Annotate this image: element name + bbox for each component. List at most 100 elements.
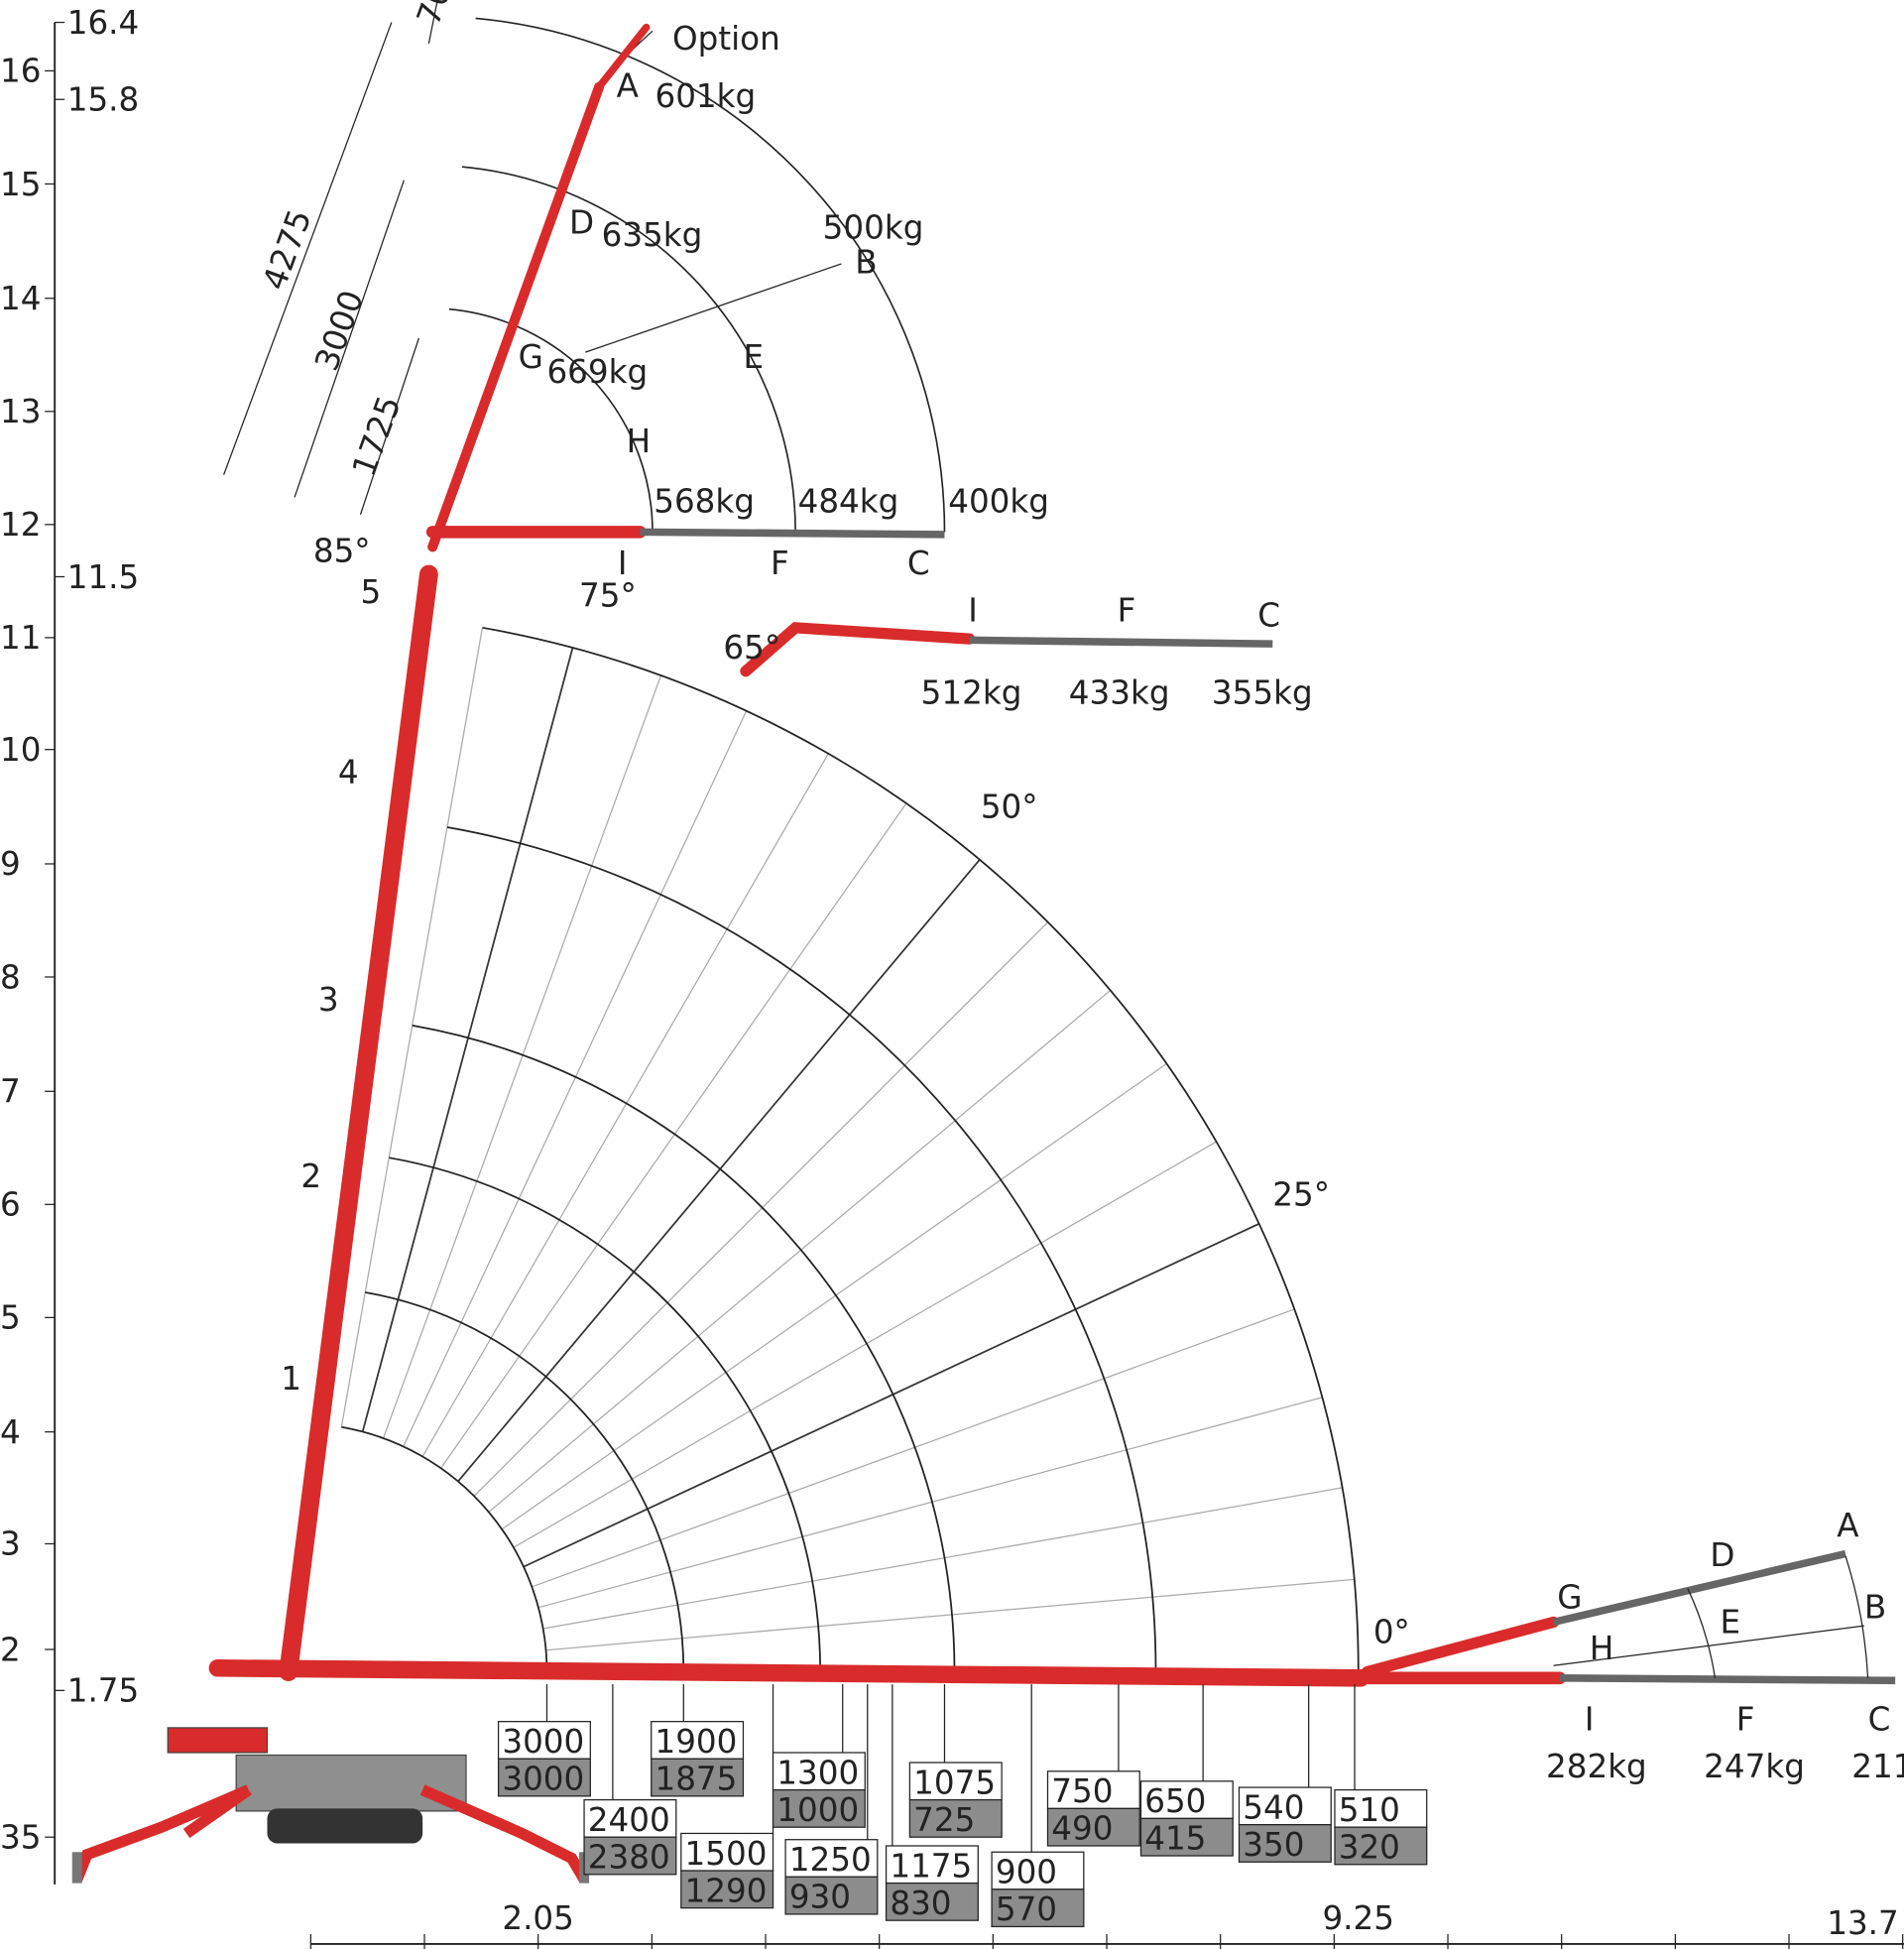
boom-section: 2 bbox=[300, 1157, 321, 1195]
radial-line bbox=[340, 627, 484, 1427]
label: D bbox=[569, 204, 594, 242]
label: E bbox=[1720, 1604, 1740, 1642]
y-axis-label: 13 bbox=[0, 393, 41, 430]
label: 512kg bbox=[921, 673, 1022, 711]
boom-section: 1 bbox=[281, 1360, 301, 1398]
label: 484kg bbox=[798, 482, 899, 520]
label: 635kg bbox=[602, 216, 703, 254]
label: A bbox=[617, 67, 640, 105]
label: I bbox=[968, 592, 978, 630]
load-bottom: 930 bbox=[789, 1879, 851, 1916]
radial-line bbox=[382, 674, 662, 1439]
radial-line bbox=[537, 1397, 1323, 1609]
boom bbox=[740, 622, 976, 677]
load-box-top bbox=[583, 1798, 677, 1838]
load-top: 900 bbox=[996, 1854, 1057, 1891]
load-box-bottom bbox=[583, 1836, 677, 1876]
y-axis-label: 2 bbox=[0, 1631, 21, 1668]
label: G bbox=[1557, 1579, 1582, 1617]
radial-line bbox=[513, 1141, 1217, 1548]
label: 400kg bbox=[948, 482, 1049, 520]
load-box-top bbox=[908, 1762, 1003, 1801]
crane-base bbox=[71, 1727, 590, 1884]
boom bbox=[427, 81, 605, 552]
label: Option bbox=[672, 20, 780, 58]
boom bbox=[595, 23, 651, 91]
label: F bbox=[1118, 592, 1136, 630]
label: H bbox=[1590, 1630, 1614, 1667]
dimension-line bbox=[427, 0, 438, 44]
boom bbox=[1361, 1616, 1560, 1678]
height-mark: 15.8 bbox=[67, 81, 140, 119]
label: 355kg bbox=[1212, 673, 1313, 711]
range-arc bbox=[389, 1157, 822, 1672]
load-box-top bbox=[784, 1839, 879, 1878]
label: I bbox=[1585, 1700, 1595, 1738]
load-bottom: 415 bbox=[1144, 1820, 1206, 1858]
range-arc bbox=[482, 626, 1360, 1672]
jib-extension bbox=[640, 528, 945, 539]
label: A bbox=[1837, 1507, 1859, 1544]
outrigger bbox=[419, 1784, 589, 1883]
outrigger-foot bbox=[71, 1852, 590, 1884]
chassis bbox=[235, 1754, 467, 1812]
dimension: 1725 bbox=[345, 391, 409, 481]
radial-line bbox=[440, 802, 907, 1469]
load-box-top bbox=[680, 1832, 774, 1872]
jib-radial bbox=[1553, 1625, 1864, 1666]
radial-line bbox=[488, 989, 1112, 1513]
label: C bbox=[1868, 1700, 1891, 1738]
dimension: 4275 bbox=[256, 204, 319, 295]
jib-extension bbox=[1552, 1549, 1846, 1627]
y-axis-label: 3 bbox=[0, 1525, 21, 1563]
tracks bbox=[267, 1808, 423, 1844]
label: 669kg bbox=[546, 353, 648, 391]
y-axis-label: 8 bbox=[0, 958, 21, 996]
label: 568kg bbox=[654, 482, 755, 520]
load-top: 1175 bbox=[890, 1847, 972, 1885]
load-box-bottom bbox=[1334, 1826, 1428, 1866]
angle-label: 65° bbox=[723, 629, 780, 667]
radial-line bbox=[501, 1062, 1167, 1530]
load-top: 1500 bbox=[685, 1835, 768, 1873]
dimension: 3000 bbox=[307, 286, 371, 376]
load-box-bottom bbox=[1238, 1824, 1332, 1863]
radial-line bbox=[545, 1578, 1355, 1651]
y-axis-label: 14 bbox=[0, 280, 41, 317]
load-box-top bbox=[651, 1721, 745, 1760]
load-box-bottom bbox=[497, 1758, 591, 1797]
load-box-bottom bbox=[784, 1876, 879, 1915]
label: 433kg bbox=[1069, 673, 1170, 711]
y-axis-label: 15 bbox=[0, 166, 41, 203]
radial-line bbox=[361, 647, 574, 1432]
y-axis-label: 5 bbox=[0, 1299, 21, 1337]
load-box-bottom bbox=[991, 1888, 1085, 1928]
y-axis-label: 10 bbox=[0, 731, 41, 769]
label: 282kg bbox=[1546, 1748, 1647, 1785]
y-axis-label: 4 bbox=[0, 1413, 21, 1451]
radial-line bbox=[542, 1487, 1343, 1630]
load-top: 750 bbox=[1051, 1772, 1113, 1810]
load-bottom: 2380 bbox=[588, 1839, 670, 1877]
load-box-top bbox=[772, 1752, 866, 1791]
counterweight bbox=[167, 1727, 269, 1754]
y-axis-label: 12 bbox=[0, 506, 41, 544]
x-axis-label: 13.7 bbox=[1827, 1904, 1899, 1942]
label: 500kg bbox=[823, 209, 924, 247]
y-axis-label: 16 bbox=[0, 53, 41, 90]
load-bottom: 725 bbox=[913, 1801, 975, 1839]
dimension: 70 bbox=[410, 0, 459, 30]
range-arc bbox=[446, 826, 1157, 1672]
range-arc bbox=[341, 1425, 548, 1672]
label: F bbox=[1736, 1700, 1755, 1738]
jib-arc bbox=[1844, 1555, 1869, 1678]
angle-label: 25° bbox=[1272, 1176, 1330, 1214]
radial-line bbox=[473, 921, 1049, 1497]
